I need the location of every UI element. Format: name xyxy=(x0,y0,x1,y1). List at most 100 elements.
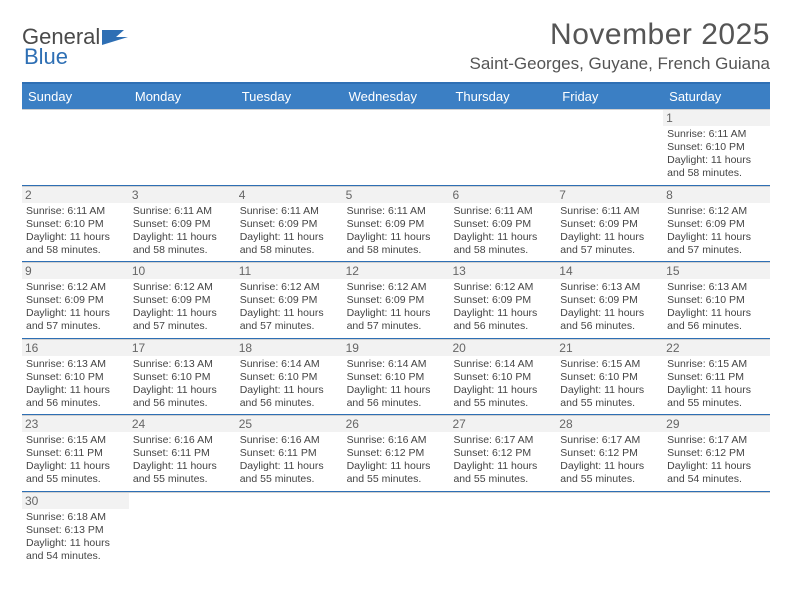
day-number: 8 xyxy=(663,187,770,203)
day-header: Saturday xyxy=(663,84,770,109)
week-row: 2Sunrise: 6:11 AMSunset: 6:10 PMDaylight… xyxy=(22,186,770,263)
day-details: Sunrise: 6:14 AMSunset: 6:10 PMDaylight:… xyxy=(347,358,446,411)
day-details: Sunrise: 6:12 AMSunset: 6:09 PMDaylight:… xyxy=(133,281,232,334)
week-row: 1 Sunrise: 6:11 AMSunset: 6:10 PMDaylight… xyxy=(22,109,770,186)
empty-cell xyxy=(556,109,663,185)
day-number: 26 xyxy=(343,416,450,432)
day-number: 23 xyxy=(22,416,129,432)
header: General November 2025 Saint-Georges, Guy… xyxy=(22,18,770,74)
day-cell: 18 Sunrise: 6:14 AMSunset: 6:10 PMDayligh… xyxy=(236,339,343,415)
day-cell: 12 Sunrise: 6:12 AMSunset: 6:09 PMDayligh… xyxy=(343,262,450,338)
day-number: 18 xyxy=(236,340,343,356)
day-number: 6 xyxy=(449,187,556,203)
day-cell: 29 Sunrise: 6:17 AMSunset: 6:12 PMDayligh… xyxy=(663,415,770,491)
day-cell: 3Sunrise: 6:11 AMSunset: 6:09 PMDaylight… xyxy=(129,186,236,262)
day-cell: 15 Sunrise: 6:13 AMSunset: 6:10 PMDayligh… xyxy=(663,262,770,338)
location: Saint-Georges, Guyane, French Guiana xyxy=(470,54,771,74)
flag-icon xyxy=(102,28,128,46)
day-details: Sunrise: 6:14 AMSunset: 6:10 PMDaylight:… xyxy=(240,358,339,411)
day-number: 13 xyxy=(449,263,556,279)
day-details: Sunrise: 6:12 AMSunset: 6:09 PMDaylight:… xyxy=(347,281,446,334)
empty-cell xyxy=(343,492,450,568)
day-cell: 25 Sunrise: 6:16 AMSunset: 6:11 PMDayligh… xyxy=(236,415,343,491)
day-details: Sunrise: 6:13 AMSunset: 6:10 PMDaylight:… xyxy=(133,358,232,411)
day-number: 29 xyxy=(663,416,770,432)
empty-cell xyxy=(556,492,663,568)
week-row: 30Sunrise: 6:18 AMSunset: 6:13 PMDayligh… xyxy=(22,492,770,568)
day-cell: 5Sunrise: 6:11 AMSunset: 6:09 PMDaylight… xyxy=(343,186,450,262)
week-row: 9Sunrise: 6:12 AMSunset: 6:09 PMDaylight… xyxy=(22,262,770,339)
day-cell: 14 Sunrise: 6:13 AMSunset: 6:09 PMDayligh… xyxy=(556,262,663,338)
day-cell: 13 Sunrise: 6:12 AMSunset: 6:09 PMDayligh… xyxy=(449,262,556,338)
day-details: Sunrise: 6:11 AMSunset: 6:10 PMDaylight:… xyxy=(667,128,766,181)
day-cell: 11Sunrise: 6:12 AMSunset: 6:09 PMDayligh… xyxy=(236,262,343,338)
day-cell: 22Sunrise: 6:15 AMSunset: 6:11 PMDayligh… xyxy=(663,339,770,415)
day-number: 5 xyxy=(343,187,450,203)
empty-cell xyxy=(343,109,450,185)
day-details: Sunrise: 6:17 AMSunset: 6:12 PMDaylight:… xyxy=(453,434,552,487)
day-details: Sunrise: 6:17 AMSunset: 6:12 PMDaylight:… xyxy=(667,434,766,487)
empty-cell xyxy=(449,109,556,185)
day-cell: 30Sunrise: 6:18 AMSunset: 6:13 PMDayligh… xyxy=(22,492,129,568)
day-details: Sunrise: 6:15 AMSunset: 6:11 PMDaylight:… xyxy=(26,434,125,487)
day-number: 11 xyxy=(236,263,343,279)
day-cell: 21 Sunrise: 6:15 AMSunset: 6:10 PMDayligh… xyxy=(556,339,663,415)
day-cell: 26 Sunrise: 6:16 AMSunset: 6:12 PMDayligh… xyxy=(343,415,450,491)
day-details: Sunrise: 6:12 AMSunset: 6:09 PMDaylight:… xyxy=(453,281,552,334)
day-cell: 19Sunrise: 6:14 AMSunset: 6:10 PMDayligh… xyxy=(343,339,450,415)
day-number: 25 xyxy=(236,416,343,432)
day-cell: 10 Sunrise: 6:12 AMSunset: 6:09 PMDayligh… xyxy=(129,262,236,338)
day-cell: 2Sunrise: 6:11 AMSunset: 6:10 PMDaylight… xyxy=(22,186,129,262)
day-number: 1 xyxy=(663,110,770,126)
day-details: Sunrise: 6:18 AMSunset: 6:13 PMDaylight:… xyxy=(26,511,125,564)
day-number: 16 xyxy=(22,340,129,356)
empty-cell xyxy=(663,492,770,568)
day-details: Sunrise: 6:16 AMSunset: 6:11 PMDaylight:… xyxy=(240,434,339,487)
day-number: 12 xyxy=(343,263,450,279)
day-details: Sunrise: 6:11 AMSunset: 6:09 PMDaylight:… xyxy=(133,205,232,258)
day-number: 14 xyxy=(556,263,663,279)
day-details: Sunrise: 6:16 AMSunset: 6:11 PMDaylight:… xyxy=(133,434,232,487)
day-details: Sunrise: 6:11 AMSunset: 6:09 PMDaylight:… xyxy=(453,205,552,258)
day-details: Sunrise: 6:13 AMSunset: 6:09 PMDaylight:… xyxy=(560,281,659,334)
day-details: Sunrise: 6:13 AMSunset: 6:10 PMDaylight:… xyxy=(667,281,766,334)
empty-cell xyxy=(236,109,343,185)
day-cell: 20 Sunrise: 6:14 AMSunset: 6:10 PMDayligh… xyxy=(449,339,556,415)
day-number: 22 xyxy=(663,340,770,356)
day-cell: 23 Sunrise: 6:15 AMSunset: 6:11 PMDayligh… xyxy=(22,415,129,491)
empty-cell xyxy=(236,492,343,568)
day-header: Sunday xyxy=(22,84,129,109)
day-number: 4 xyxy=(236,187,343,203)
day-details: Sunrise: 6:11 AMSunset: 6:09 PMDaylight:… xyxy=(240,205,339,258)
day-cell: 24 Sunrise: 6:16 AMSunset: 6:11 PMDayligh… xyxy=(129,415,236,491)
day-details: Sunrise: 6:15 AMSunset: 6:10 PMDaylight:… xyxy=(560,358,659,411)
day-number: 20 xyxy=(449,340,556,356)
day-number: 28 xyxy=(556,416,663,432)
week-row: 23 Sunrise: 6:15 AMSunset: 6:11 PMDayligh… xyxy=(22,415,770,492)
day-number: 9 xyxy=(22,263,129,279)
day-number: 24 xyxy=(129,416,236,432)
empty-cell xyxy=(22,109,129,185)
day-details: Sunrise: 6:11 AMSunset: 6:10 PMDaylight:… xyxy=(26,205,125,258)
day-details: Sunrise: 6:16 AMSunset: 6:12 PMDaylight:… xyxy=(347,434,446,487)
day-number: 7 xyxy=(556,187,663,203)
empty-cell xyxy=(449,492,556,568)
day-number: 15 xyxy=(663,263,770,279)
day-cell: 9 Sunrise: 6:12 AMSunset: 6:09 PMDaylight… xyxy=(22,262,129,338)
day-details: Sunrise: 6:12 AMSunset: 6:09 PMDaylight:… xyxy=(26,281,125,334)
day-details: Sunrise: 6:12 AMSunset: 6:09 PMDaylight:… xyxy=(667,205,766,258)
day-number: 21 xyxy=(556,340,663,356)
day-header: Monday xyxy=(129,84,236,109)
empty-cell xyxy=(129,109,236,185)
title-block: November 2025 Saint-Georges, Guyane, Fre… xyxy=(470,18,771,74)
day-details: Sunrise: 6:14 AMSunset: 6:10 PMDaylight:… xyxy=(453,358,552,411)
day-number: 27 xyxy=(449,416,556,432)
day-cell: 16 Sunrise: 6:13 AMSunset: 6:10 PMDayligh… xyxy=(22,339,129,415)
day-header: Wednesday xyxy=(343,84,450,109)
day-cell: 4 Sunrise: 6:11 AMSunset: 6:09 PMDaylight… xyxy=(236,186,343,262)
day-details: Sunrise: 6:11 AMSunset: 6:09 PMDaylight:… xyxy=(560,205,659,258)
day-number: 10 xyxy=(129,263,236,279)
day-header: Thursday xyxy=(449,84,556,109)
day-details: Sunrise: 6:13 AMSunset: 6:10 PMDaylight:… xyxy=(26,358,125,411)
day-cell: 8 Sunrise: 6:12 AMSunset: 6:09 PMDaylight… xyxy=(663,186,770,262)
